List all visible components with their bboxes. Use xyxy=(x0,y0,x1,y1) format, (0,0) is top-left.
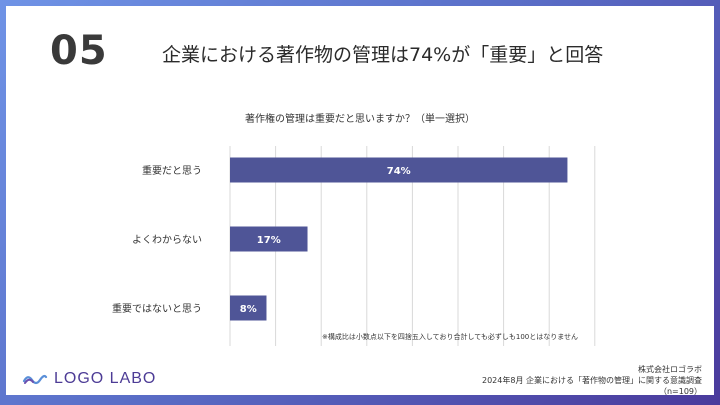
category-label-3: 重要ではないと思う xyxy=(112,302,202,315)
slide-card: 05 企業における著作物の管理は74%が「重要」と回答 著作権の管理は重要だと思… xyxy=(6,6,714,397)
chart-bars xyxy=(230,157,568,321)
category-label-1: 重要だと思う xyxy=(142,164,202,177)
bar-3 xyxy=(230,295,267,321)
category-label-2: よくわからない xyxy=(132,234,202,246)
source-company: 株式会社ロゴラボ xyxy=(638,365,702,374)
value-label-2: 17% xyxy=(257,235,281,246)
value-label-1: 74% xyxy=(387,166,411,177)
slide-headline: 企業における著作物の管理は74%が「重要」と回答 xyxy=(162,44,604,66)
bar-1 xyxy=(230,157,568,183)
logo-text: LOGO LABO xyxy=(54,370,157,387)
chart-value-labels: 74% 17% 8% xyxy=(240,166,411,315)
chart-title: 著作権の管理は重要だと思いますか？（単一選択） xyxy=(245,114,475,125)
source-survey: 2024年8月 企業における「著作物の管理」に関する意識調査 xyxy=(482,376,702,385)
source-sample: （n=109） xyxy=(658,387,702,396)
slide-number: 05 xyxy=(50,28,108,74)
logo: LOGO LABO xyxy=(22,370,156,388)
bar-2 xyxy=(230,226,308,252)
chart-footnote: ※構成比は小数点以下を四捨五入しており合計しても必ずしも100とはなりません xyxy=(322,333,579,341)
value-label-3: 8% xyxy=(240,304,257,315)
source-block: 株式会社ロゴラボ 2024年8月 企業における「著作物の管理」に関する意識調査 … xyxy=(482,364,702,397)
wave-logo-icon xyxy=(22,374,48,385)
